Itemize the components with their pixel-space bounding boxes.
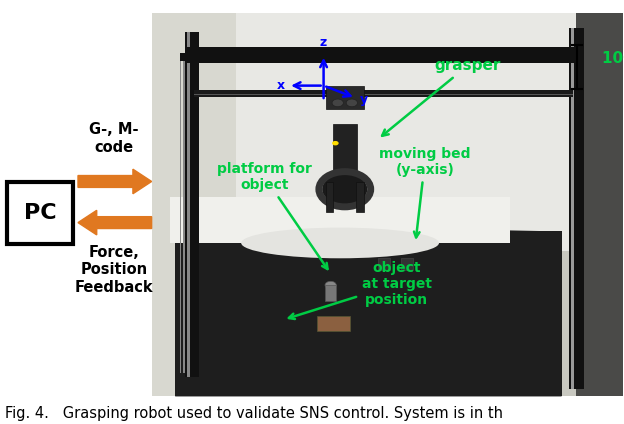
Circle shape	[332, 99, 343, 107]
Bar	[378, 258, 389, 270]
Bar	[185, 32, 198, 377]
Bar	[185, 47, 583, 63]
Text: Force,
Position
Feedback: Force, Position Feedback	[75, 245, 154, 295]
Text: moving bed
(y-axis): moving bed (y-axis)	[379, 147, 470, 237]
Bar	[183, 55, 185, 374]
Bar	[316, 316, 349, 331]
Bar	[194, 90, 573, 97]
Bar	[326, 181, 333, 212]
Bar	[356, 181, 364, 212]
FancyArrow shape	[78, 210, 152, 235]
Text: z: z	[320, 36, 327, 49]
Bar	[152, 13, 623, 251]
FancyArrow shape	[78, 169, 152, 194]
Bar	[7, 182, 73, 244]
Bar	[180, 55, 182, 374]
Text: y: y	[359, 92, 368, 106]
Bar	[575, 13, 623, 396]
Ellipse shape	[241, 228, 439, 258]
Circle shape	[346, 99, 358, 107]
Text: object
at target
position: object at target position	[289, 261, 432, 319]
Text: 100 mm: 100 mm	[602, 51, 624, 66]
Bar	[170, 197, 510, 243]
Bar	[187, 32, 190, 377]
Text: grasper: grasper	[382, 58, 500, 136]
Text: x: x	[277, 79, 285, 92]
Text: Fig. 4.   Grasping robot used to validate SNS control. System is in th: Fig. 4. Grasping robot used to validate …	[5, 406, 503, 421]
Circle shape	[332, 141, 339, 145]
Text: G-, M-
code: G-, M- code	[89, 123, 139, 155]
Text: platform for
object: platform for object	[217, 162, 328, 269]
Polygon shape	[175, 224, 562, 396]
Circle shape	[322, 174, 368, 205]
Polygon shape	[180, 47, 241, 61]
Bar	[326, 86, 364, 109]
Text: PC: PC	[24, 203, 57, 223]
Bar	[325, 285, 336, 301]
Circle shape	[325, 281, 336, 289]
Bar	[571, 28, 573, 389]
Bar	[152, 13, 236, 396]
Bar	[175, 232, 562, 396]
Bar	[152, 13, 623, 396]
Bar	[187, 55, 188, 374]
Bar	[333, 124, 356, 181]
Bar	[568, 28, 583, 389]
Bar	[194, 94, 573, 95]
Bar	[401, 258, 413, 270]
